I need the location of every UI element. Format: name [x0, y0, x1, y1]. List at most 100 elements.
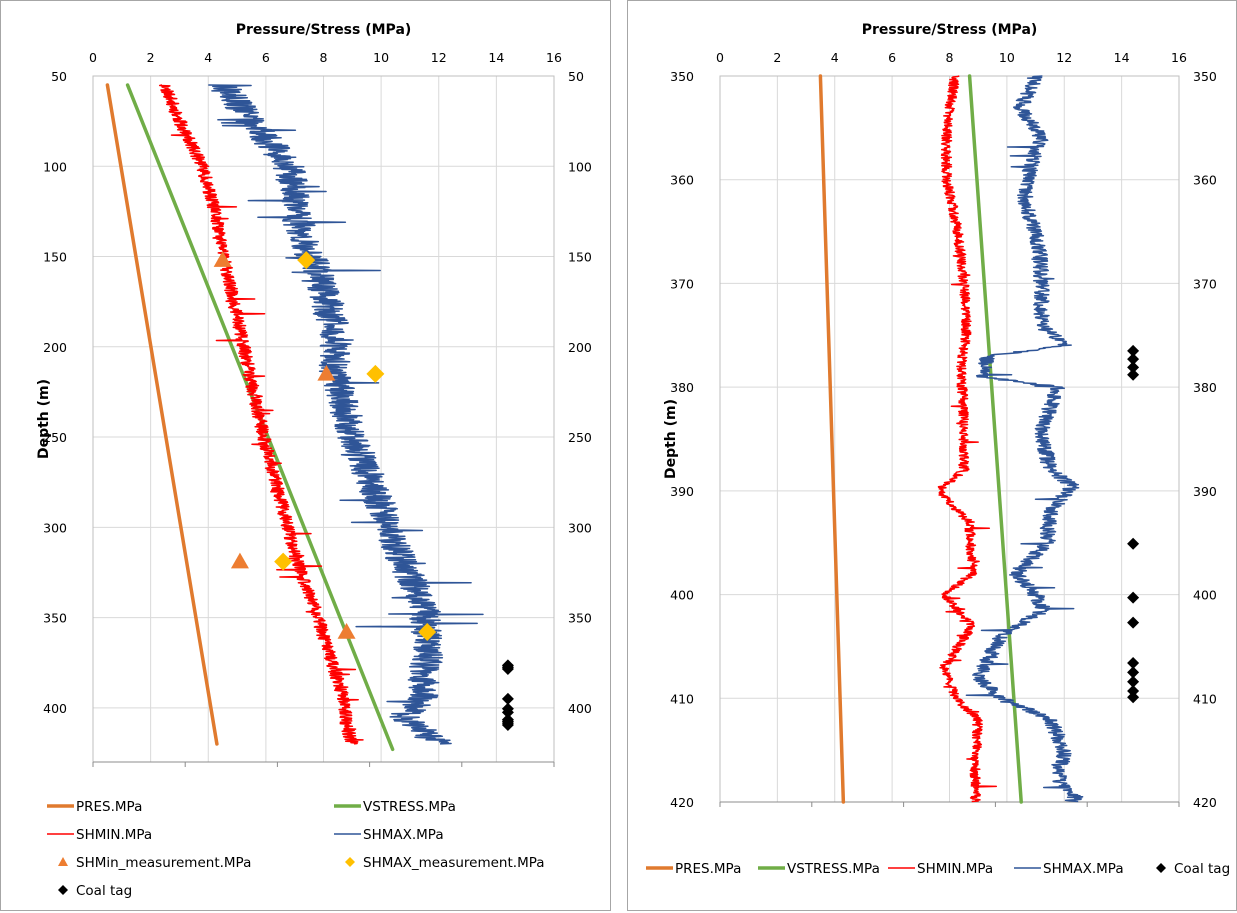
y-tick-label: 360 — [670, 173, 694, 188]
diamond-marker — [501, 718, 514, 731]
diamond-marker — [418, 623, 437, 642]
series-pres-mpa — [105, 83, 219, 746]
diamond-marker — [1127, 353, 1140, 366]
x-tick-label: 10 — [999, 50, 1015, 65]
diamond-marker — [1127, 675, 1140, 688]
legend-label: VSTRESS.MPa — [787, 861, 880, 877]
x-tick-label: 12 — [431, 50, 447, 65]
legend-label: Coal tag — [1174, 861, 1230, 877]
series-line — [105, 83, 219, 746]
legend-item: PRES.MPa — [47, 799, 142, 815]
diamond-marker — [1127, 691, 1140, 704]
legend-item: SHMAX_measurement.MPa — [345, 855, 545, 871]
diamond-marker — [1127, 368, 1140, 381]
x-tick-label: 16 — [546, 50, 562, 65]
legend-item: SHMin_measurement.MPa — [58, 855, 251, 871]
legend: PRES.MPa VSTRESS.MPa SHMIN.MPa SHMAX.MPa SHM… — [47, 799, 545, 899]
x-tick-label: 12 — [1056, 50, 1072, 65]
secondary-y-tick-label: 250 — [568, 430, 592, 445]
series-shmax-measurement-mpa — [274, 251, 437, 642]
x-tick-label: 0 — [716, 50, 724, 65]
diamond-marker — [501, 663, 514, 676]
series-line — [937, 75, 998, 803]
y-tick-label: 150 — [43, 250, 67, 265]
diamond-marker — [501, 692, 514, 705]
secondary-y-tick-label: 350 — [1193, 69, 1217, 84]
y-tick-label: 380 — [670, 380, 694, 395]
secondary-y-tick-label: 410 — [1193, 691, 1217, 706]
legend-diamond-icon — [1156, 863, 1166, 873]
triangle-marker — [213, 251, 232, 267]
series-line — [208, 84, 484, 745]
legend-triangle-icon — [58, 857, 68, 866]
series-line — [158, 84, 364, 745]
diamond-marker — [297, 251, 316, 270]
series-shmin-mpa — [937, 75, 998, 803]
series-shmax-mpa — [965, 75, 1084, 803]
diamond-marker — [1127, 537, 1140, 550]
x-tick-label: 10 — [373, 50, 389, 65]
diamond-marker — [1127, 361, 1140, 374]
legend-label: SHMAX.MPa — [363, 827, 444, 843]
y-tick-label: 350 — [43, 611, 67, 626]
diamond-marker — [274, 552, 293, 571]
secondary-y-tick-label: 390 — [1193, 484, 1217, 499]
series-vstress-mpa — [967, 74, 1023, 804]
legend-label: SHMIN.MPa — [917, 861, 993, 877]
chart-panel-right: Pressure/Stress (MPa) Depth (m) 0 2 4 6 8 10 12 1… — [627, 0, 1237, 911]
diamond-marker — [1127, 616, 1140, 629]
secondary-y-tick-label: 420 — [1193, 795, 1217, 810]
legend-item: SHMAX.MPa — [1014, 861, 1124, 877]
legend-item: Coal tag — [58, 883, 132, 899]
diamond-marker — [501, 706, 514, 719]
diamond-marker — [1127, 657, 1140, 670]
legend-item: SHMIN.MPa — [888, 861, 993, 877]
legend-label: SHMin_measurement.MPa — [76, 855, 251, 871]
diamond-marker — [1127, 591, 1140, 604]
diamond-marker — [1127, 666, 1140, 679]
x-tick-label: 2 — [147, 50, 155, 65]
legend-diamond-icon — [345, 857, 355, 867]
series-coal-tag — [501, 659, 514, 731]
legend-item: Coal tag — [1156, 861, 1230, 877]
series-line — [818, 74, 846, 804]
legend-item: SHMIN.MPa — [47, 827, 152, 843]
x-axis-title: Pressure/Stress (MPa) — [862, 22, 1038, 38]
secondary-y-tick-label: 150 — [568, 250, 592, 265]
chart-panel-left: Pressure/Stress (MPa) Depth (m) 0 2 4 6 8 10 12 1… — [0, 0, 611, 911]
legend-label: PRES.MPa — [675, 861, 741, 877]
y-tick-label: 390 — [670, 484, 694, 499]
legend-item: PRES.MPa — [646, 861, 741, 877]
legend-item: VSTRESS.MPa — [334, 799, 456, 815]
secondary-y-tick-label: 50 — [568, 69, 584, 84]
y-tick-label: 250 — [43, 430, 67, 445]
y-tick-label: 400 — [670, 588, 694, 603]
secondary-y-tick-label: 300 — [568, 520, 592, 535]
x-tick-label: 8 — [946, 50, 954, 65]
y-tick-label: 370 — [670, 276, 694, 291]
legend-diamond-icon — [58, 885, 68, 895]
series-line — [965, 75, 1084, 803]
secondary-y-tick-label: 360 — [1193, 173, 1217, 188]
y-tick-label: 350 — [670, 69, 694, 84]
triangle-marker — [337, 623, 356, 639]
y-tick-label: 420 — [670, 795, 694, 810]
series-shmin-measurement-mpa — [213, 251, 356, 639]
x-tick-label: 4 — [831, 50, 839, 65]
diamond-marker — [1127, 685, 1140, 698]
y-tick-label: 200 — [43, 340, 67, 355]
y-tick-label: 400 — [43, 701, 67, 716]
x-tick-label: 0 — [89, 50, 97, 65]
series-shmin-mpa — [158, 84, 364, 745]
diamond-marker — [366, 364, 385, 383]
series-line — [967, 74, 1023, 804]
x-tick-label: 14 — [488, 50, 504, 65]
y-tick-label: 50 — [51, 69, 67, 84]
secondary-y-tick-label: 400 — [1193, 588, 1217, 603]
triangle-marker — [317, 364, 336, 381]
legend-label: SHMAX_measurement.MPa — [363, 855, 545, 871]
legend-label: PRES.MPa — [76, 799, 142, 815]
secondary-y-tick-label: 100 — [568, 159, 592, 174]
diamond-marker — [1127, 344, 1140, 357]
legend: PRES.MPa VSTRESS.MPa SHMIN.MPa SHMAX.MPa Coa… — [646, 861, 1230, 877]
